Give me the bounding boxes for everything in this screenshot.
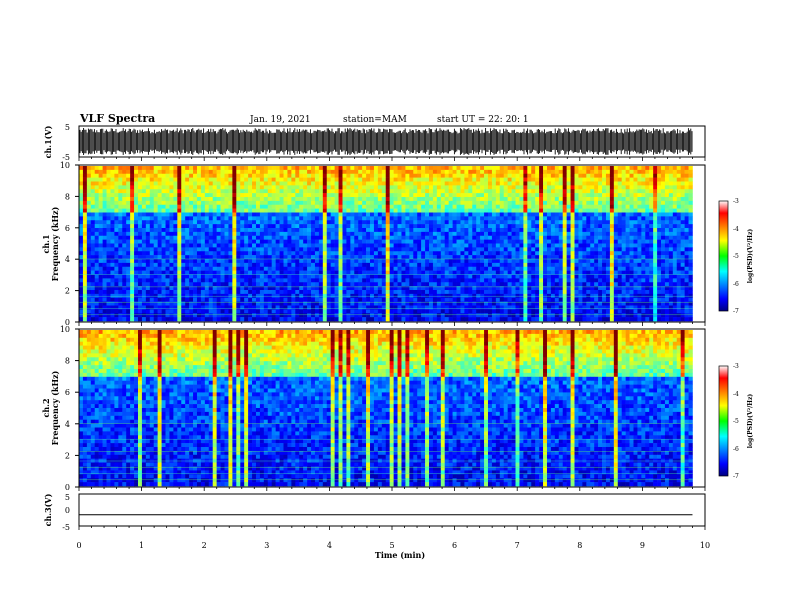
- ch1-cb-tick-m7: -7: [733, 308, 739, 315]
- time-tick-label: 8: [577, 541, 582, 550]
- ch1-channel-label: ch.1: [41, 234, 51, 253]
- start-time-label: start UT = 22: 20: 1: [437, 115, 529, 125]
- ch1-cb-tick-m5: -5: [733, 253, 739, 260]
- date-label: Jan. 19, 2021: [249, 115, 311, 125]
- ch1-waveform-line: [79, 128, 693, 155]
- ch1-spectrogram-image: [79, 166, 693, 322]
- ch1-spec-ytick-label: 0: [65, 318, 70, 327]
- time-tick-label: 2: [202, 541, 207, 550]
- ch1-frequency-label: Frequency (kHz): [50, 206, 60, 281]
- ch1-colorbar-scale: [718, 200, 729, 312]
- time-tick-label: 1: [139, 541, 144, 550]
- ch2-spec-ytick-label: 4: [65, 420, 70, 429]
- ch1-spec-ytick-label: 4: [65, 255, 70, 264]
- ch1-waveform-ylabel: ch.1(V): [43, 125, 53, 158]
- ch2-spectrogram-image: [79, 330, 693, 487]
- ch2-spec-ytick-label: 0: [65, 483, 70, 492]
- ch2-colorbar-label: log(PSD)(V²/Hz): [747, 394, 754, 449]
- ch3-ytick-bottom: -5: [62, 523, 70, 532]
- ch1-waveform-panel: 5 -5 ch.1(V): [43, 123, 706, 162]
- time-tick-label: 5: [389, 541, 394, 550]
- ch1-spec-ytick-label: 8: [65, 192, 70, 201]
- ch3-ytick-mid: 0: [65, 506, 70, 515]
- time-tick-label: 10: [700, 541, 710, 550]
- ch3-waveform-panel: 5 0 -5 ch.3(V): [43, 493, 706, 532]
- time-axis-ticks: [78, 157, 706, 530]
- ch2-spec-ytick-label: 10: [60, 325, 70, 334]
- ch1-colorbar-label: log(PSD)(V²/Hz): [747, 229, 754, 284]
- ch1-spec-ytick-label: 2: [65, 287, 70, 296]
- ch1-cb-tick-m3: -3: [733, 198, 739, 205]
- station-label: station=MAM: [343, 115, 407, 125]
- ch1-ytick-bottom: -5: [62, 153, 70, 162]
- ch1-spectrogram-panel: 0 2 4 6 8 10 ch.1 Frequency (kHz): [41, 161, 706, 327]
- ch2-cb-tick-m5: -5: [733, 418, 739, 425]
- time-tick-label: 0: [76, 541, 81, 550]
- time-axis-tick-labels: 0 1 2 3 4 5 6 7 8 9 10: [76, 541, 710, 550]
- time-axis-label: Time (min): [375, 550, 425, 560]
- figure-title: VLF Spectra: [79, 112, 155, 125]
- ch2-colorbar: -3 -4 -5 -6 -7 log(PSD)(V²/Hz): [718, 363, 754, 480]
- ch1-spec-ytick-label: 10: [60, 161, 70, 170]
- ch1-waveform-trace: [79, 128, 693, 155]
- ch3-waveform-frame: [78, 493, 706, 527]
- ch2-spec-ytick-label: 6: [65, 388, 70, 397]
- ch1-colorbar: -3 -4 -5 -6 -7 log(PSD)(V²/Hz): [718, 198, 754, 315]
- ch2-cb-tick-m3: -3: [733, 363, 739, 370]
- time-tick-label: 7: [515, 541, 520, 550]
- time-tick-label: 6: [452, 541, 457, 550]
- time-tick-label: 4: [327, 541, 332, 550]
- ch2-spec-ytick-label: 2: [65, 451, 70, 460]
- ch2-cb-tick-m7: -7: [733, 473, 739, 480]
- ch1-cb-tick-m6: -6: [733, 281, 739, 288]
- ch2-cb-tick-m6: -6: [733, 446, 739, 453]
- ch1-spec-ytick-label: 6: [65, 224, 70, 233]
- ch2-spec-ytick-label: 8: [65, 357, 70, 366]
- ch2-spectrogram-yticks: 0 2 4 6 8 10: [60, 325, 79, 492]
- ch2-cb-tick-m4: -4: [733, 391, 739, 398]
- ch2-frequency-label: Frequency (kHz): [50, 370, 60, 445]
- ch2-spectrogram-panel: 0 2 4 6 8 10 ch.2 Frequency (kHz): [41, 325, 706, 492]
- ch2-channel-label: ch.2: [41, 398, 51, 417]
- time-tick-label: 9: [640, 541, 645, 550]
- ch1-spectrogram-yticks: 0 2 4 6 8 10: [60, 161, 79, 327]
- ch1-ytick-top: 5: [65, 123, 70, 132]
- ch3-waveform-ylabel: ch.3(V): [43, 493, 53, 526]
- ch1-cb-tick-m4: -4: [733, 226, 739, 233]
- ch3-ytick-top: 5: [65, 493, 70, 502]
- ch2-colorbar-scale: [718, 365, 729, 477]
- time-tick-label: 3: [264, 541, 269, 550]
